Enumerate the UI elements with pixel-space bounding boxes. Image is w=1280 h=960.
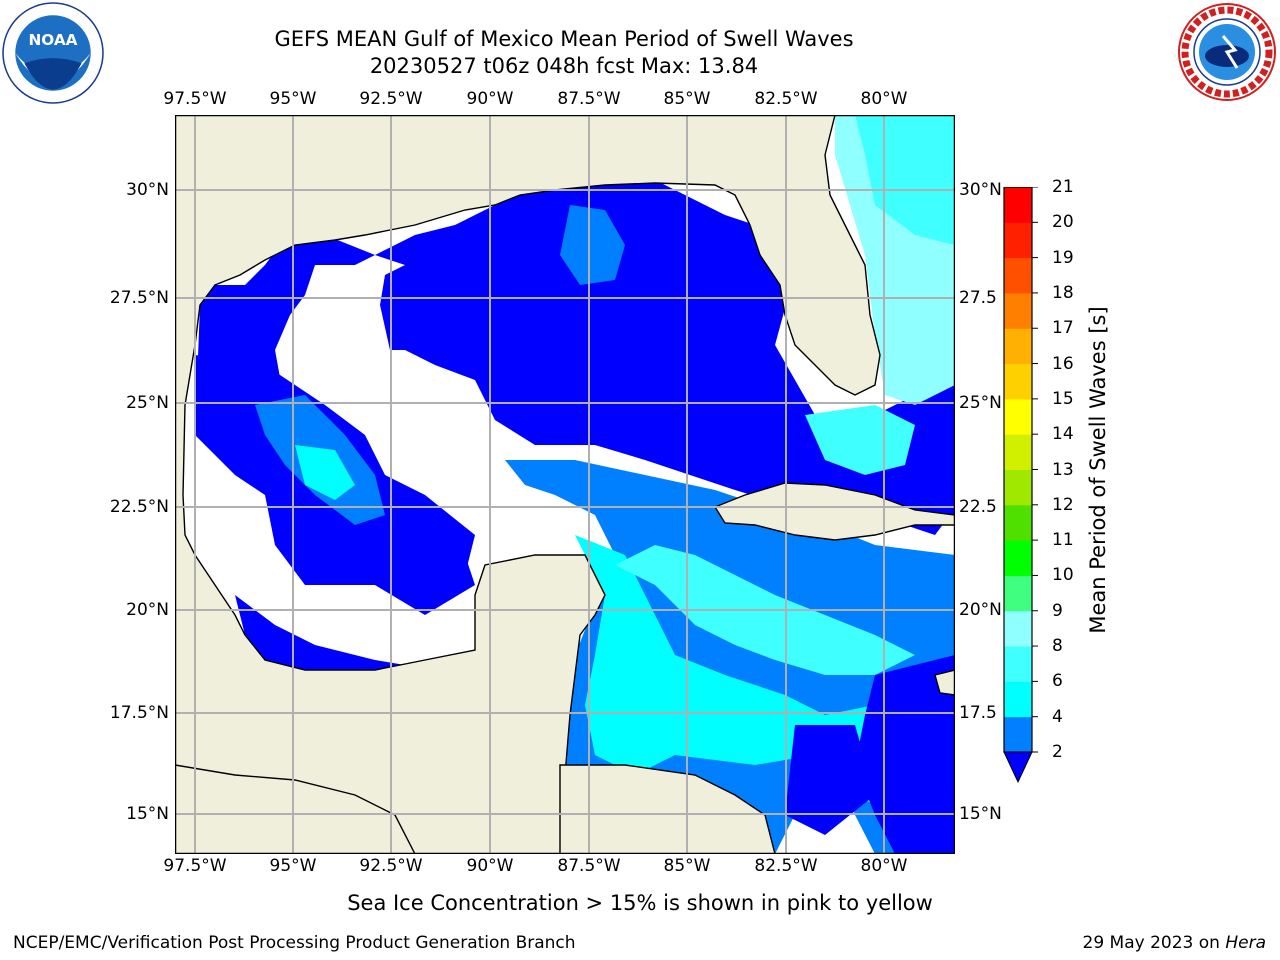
footer-host: Hera (1225, 933, 1266, 953)
noaa-logo: NOAA (2, 2, 104, 104)
map-title: GEFS MEAN Gulf of Mexico Mean Period of … (274, 27, 854, 51)
sea-ice-note: Sea Ice Concentration > 15% is shown in … (347, 891, 933, 915)
colorbar-tick-label: 16 (1052, 353, 1074, 374)
footer-credit: NCEP/EMC/Verification Post Processing Pr… (13, 933, 576, 953)
lat-tick-right: 15°N (959, 804, 1002, 824)
colorbar-cell (1004, 681, 1032, 718)
colorbar-cell (1004, 504, 1032, 541)
colorbar (1003, 187, 1038, 784)
colorbar-cell (1004, 222, 1032, 259)
lat-tick-right: 20°N (959, 600, 1002, 620)
colorbar-tick-label: 9 (1052, 600, 1063, 621)
colorbar-cell (1004, 257, 1032, 294)
colorbar-tick-label: 15 (1052, 388, 1074, 409)
colorbar-cell (1004, 540, 1032, 576)
map-subtitle: 20230527 t06z 048h fcst Max: 13.84 (369, 54, 759, 78)
lon-tick-top: 80°W (860, 89, 908, 109)
lat-tick-left: 17.5°N (109, 703, 169, 723)
lon-tick-top: 92.5°W (359, 89, 423, 109)
lon-tick-top: 97.5°W (163, 89, 227, 109)
colorbar-tick-label: 14 (1052, 424, 1074, 445)
colorbar-tick-label: 8 (1052, 636, 1063, 657)
map-panel (175, 115, 955, 854)
noaa-logo-text: NOAA (28, 31, 77, 49)
lon-tick-top: 87.5°W (557, 89, 621, 109)
lon-tick-bottom: 82.5°W (754, 856, 818, 876)
lon-tick-bottom: 95°W (269, 856, 317, 876)
nws-logo (1178, 3, 1276, 101)
colorbar-tick-label: 6 (1052, 671, 1063, 692)
lon-tick-bottom: 80°W (860, 856, 908, 876)
colorbar-cell (1004, 610, 1032, 647)
lon-tick-bottom: 85°W (663, 856, 711, 876)
lon-tick-top: 85°W (663, 89, 711, 109)
colorbar-title: Mean Period of Swell Waves [s] (1086, 306, 1110, 634)
colorbar-tick-label: 21 (1052, 177, 1074, 197)
colorbar-cell (1004, 575, 1032, 612)
colorbar-tick-label: 20 (1052, 212, 1074, 233)
lon-tick-top: 95°W (269, 89, 317, 109)
lat-tick-left: 22.5°N (109, 497, 169, 517)
lat-tick-left: 25°N (126, 393, 169, 413)
footer-date: 29 May 2023 on Hera (1083, 933, 1267, 953)
lon-tick-bottom: 90°W (466, 856, 514, 876)
colorbar-tick-label: 17 (1052, 318, 1074, 339)
colorbar-cell (1004, 434, 1032, 470)
footer-date-text: 29 May 2023 on (1082, 933, 1226, 953)
lat-tick-right: 27.5 (959, 288, 997, 308)
colorbar-cell (1004, 187, 1032, 223)
colorbar-cell (1004, 292, 1032, 329)
colorbar-cell (1004, 646, 1032, 682)
colorbar-tick-label: 4 (1052, 706, 1063, 727)
graticule (175, 115, 955, 854)
lat-tick-right: 17.5 (959, 703, 997, 723)
colorbar-cell (1004, 328, 1032, 365)
colorbar-tick-label: 18 (1052, 282, 1074, 303)
lon-tick-top: 90°W (466, 89, 514, 109)
lat-tick-right: 30°N (959, 180, 1002, 200)
lat-tick-right: 22.5 (959, 497, 997, 517)
colorbar-cell (1004, 398, 1032, 435)
colorbar-tick-label: 2 (1052, 742, 1063, 762)
lat-tick-left: 27.5°N (109, 288, 169, 308)
colorbar-tick-label: 19 (1052, 247, 1074, 268)
lon-tick-bottom: 92.5°W (359, 856, 423, 876)
colorbar-tick-label: 12 (1052, 494, 1074, 515)
colorbar-cell (1004, 469, 1032, 506)
lon-tick-bottom: 87.5°W (557, 856, 621, 876)
colorbar-tick-label: 13 (1052, 459, 1074, 480)
lat-tick-right: 25°N (959, 393, 1002, 413)
lon-tick-top: 82.5°W (754, 89, 818, 109)
map-border (175, 115, 955, 854)
lon-tick-bottom: 97.5°W (163, 856, 227, 876)
colorbar-tick-label: 11 (1052, 530, 1074, 551)
colorbar-tick-label: 10 (1052, 565, 1074, 586)
land (175, 115, 955, 854)
colorbar-cell (1004, 363, 1032, 400)
lat-tick-left: 15°N (126, 804, 169, 824)
colorbar-cell (1004, 716, 1032, 753)
lat-tick-left: 30°N (126, 180, 169, 200)
lat-tick-left: 20°N (126, 600, 169, 620)
